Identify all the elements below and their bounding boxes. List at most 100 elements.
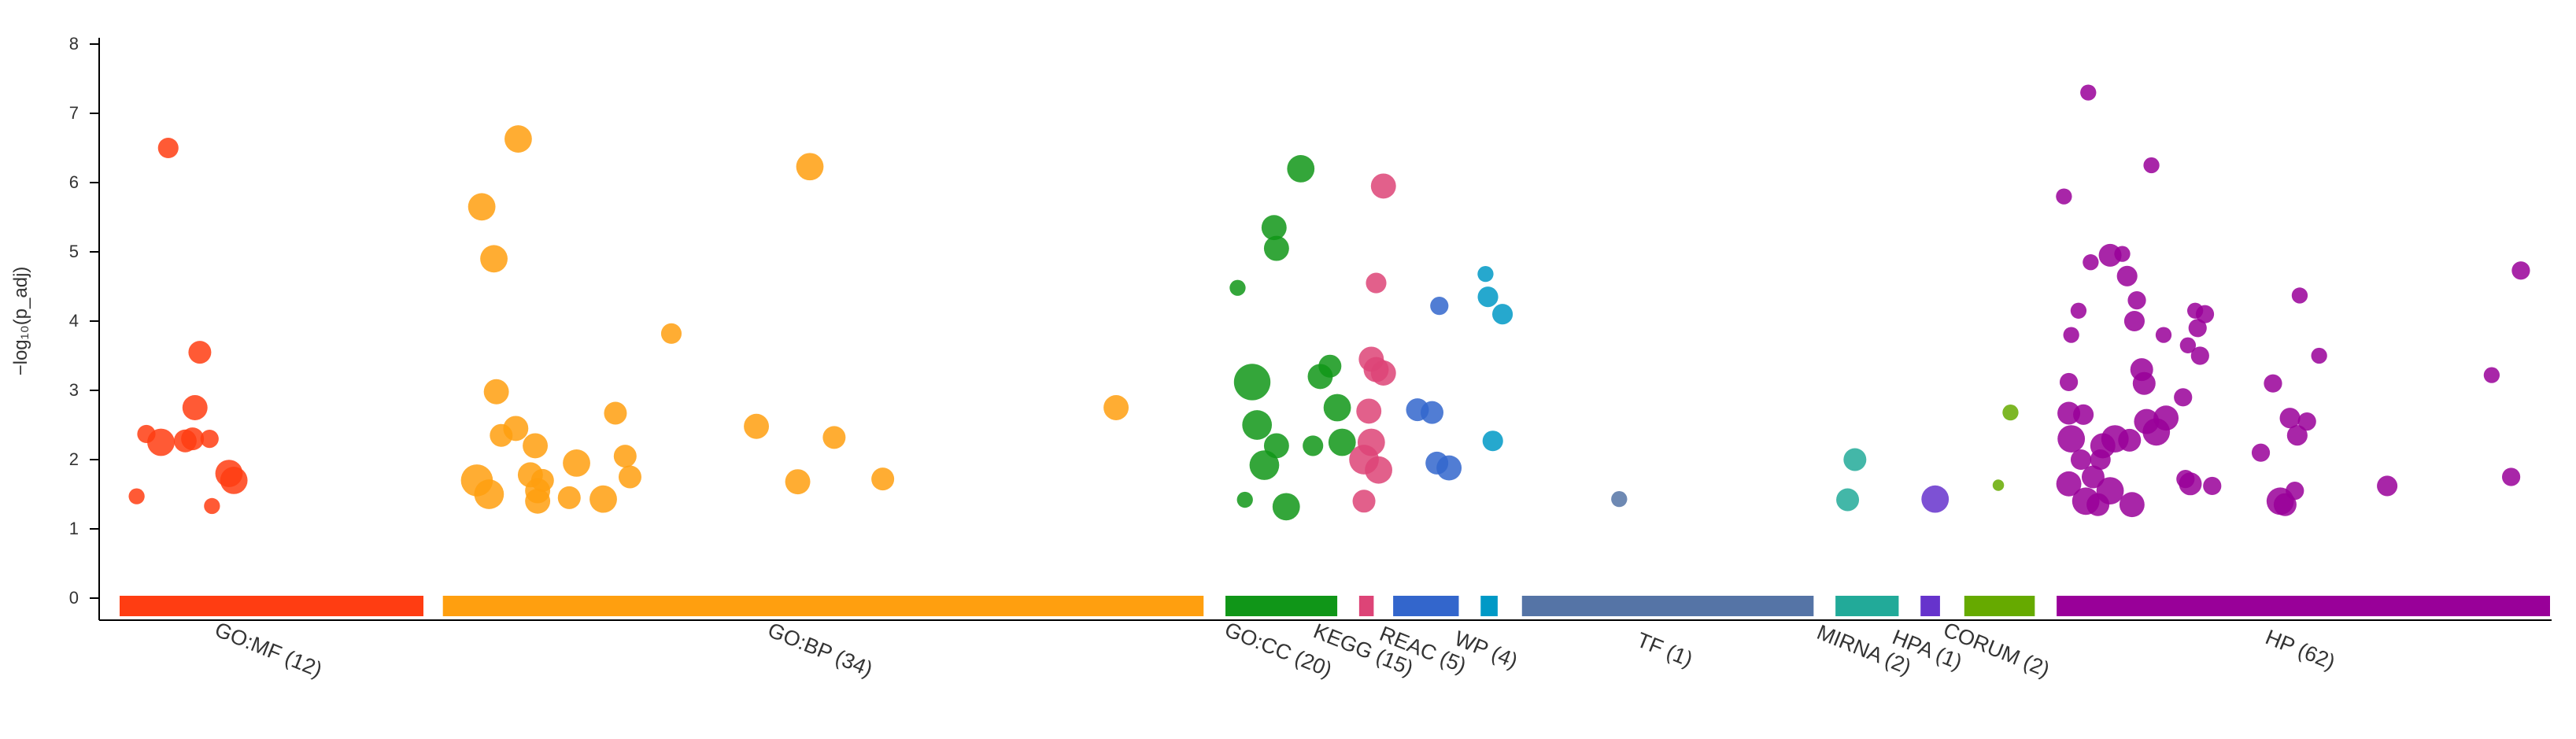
term-point-hp[interactable]	[2264, 374, 2282, 393]
term-point-go-cc[interactable]	[1318, 354, 1342, 378]
term-point-reac[interactable]	[1421, 401, 1444, 424]
term-point-go-bp[interactable]	[744, 413, 770, 439]
term-point-go-mf[interactable]	[157, 137, 179, 159]
source-bar-corum[interactable]	[1964, 596, 2035, 616]
term-point-wp[interactable]	[1477, 286, 1499, 308]
term-point-hp[interactable]	[2123, 310, 2145, 332]
term-point-reac[interactable]	[1430, 297, 1449, 316]
term-point-hp[interactable]	[2127, 291, 2146, 310]
term-point-hp[interactable]	[2118, 428, 2142, 452]
term-point-wp[interactable]	[1482, 430, 1503, 452]
term-point-hp[interactable]	[2286, 425, 2308, 446]
term-point-hp[interactable]	[2081, 465, 2105, 489]
term-point-go-mf[interactable]	[182, 395, 208, 420]
source-bar-wp[interactable]	[1480, 596, 1498, 616]
term-point-go-bp[interactable]	[589, 485, 617, 513]
term-point-go-bp[interactable]	[613, 445, 637, 468]
term-point-go-cc[interactable]	[1287, 155, 1315, 183]
term-point-go-mf[interactable]	[128, 488, 145, 504]
term-point-go-bp[interactable]	[796, 153, 824, 181]
term-point-mirna[interactable]	[1843, 448, 1867, 471]
term-point-mirna[interactable]	[1836, 488, 1860, 512]
term-point-hp[interactable]	[2114, 246, 2131, 262]
source-bar-tf[interactable]	[1521, 596, 1814, 616]
term-point-hp[interactable]	[2083, 254, 2099, 271]
term-point-corum[interactable]	[1992, 479, 2005, 491]
term-point-go-mf[interactable]	[220, 467, 248, 494]
term-point-hp[interactable]	[2311, 347, 2327, 364]
term-point-go-cc[interactable]	[1263, 433, 1289, 459]
term-point-go-bp[interactable]	[503, 416, 529, 442]
term-point-hp[interactable]	[2116, 265, 2138, 286]
term-point-hp[interactable]	[2057, 425, 2086, 453]
term-point-hp[interactable]	[2511, 261, 2530, 280]
term-point-reac[interactable]	[1436, 455, 1462, 481]
term-point-go-cc[interactable]	[1328, 428, 1356, 456]
term-point-hp[interactable]	[2174, 388, 2193, 407]
term-point-go-bp[interactable]	[618, 465, 641, 489]
source-bar-go-cc[interactable]	[1225, 596, 1338, 616]
term-point-go-bp[interactable]	[525, 488, 551, 514]
term-point-hp[interactable]	[2501, 467, 2521, 486]
term-point-go-bp[interactable]	[483, 379, 509, 405]
term-point-hp[interactable]	[2203, 476, 2222, 496]
term-point-hp[interactable]	[2056, 471, 2082, 497]
source-bar-go-bp[interactable]	[442, 596, 1204, 616]
term-point-tf[interactable]	[1611, 491, 1628, 508]
term-point-kegg[interactable]	[1356, 398, 1382, 424]
term-point-go-bp[interactable]	[822, 426, 846, 449]
term-point-go-mf[interactable]	[204, 497, 220, 515]
term-point-kegg[interactable]	[1370, 360, 1396, 386]
term-point-hp[interactable]	[2190, 346, 2209, 365]
term-point-hp[interactable]	[2070, 449, 2092, 471]
term-point-go-mf[interactable]	[200, 430, 219, 449]
term-point-go-cc[interactable]	[1249, 450, 1280, 480]
source-bar-mirna[interactable]	[1835, 596, 1899, 616]
term-point-hp[interactable]	[2179, 337, 2197, 353]
term-point-corum[interactable]	[2002, 405, 2019, 421]
term-point-wp[interactable]	[1477, 266, 1494, 283]
term-point-go-bp[interactable]	[468, 193, 496, 221]
term-point-hp[interactable]	[2070, 302, 2087, 319]
source-bar-kegg[interactable]	[1358, 596, 1374, 616]
term-point-go-mf[interactable]	[181, 427, 205, 451]
term-point-hp[interactable]	[2251, 443, 2271, 462]
term-point-hp[interactable]	[2297, 412, 2316, 431]
term-point-go-cc[interactable]	[1261, 215, 1287, 241]
term-point-go-cc[interactable]	[1272, 493, 1300, 521]
term-point-hp[interactable]	[2073, 404, 2094, 425]
term-point-go-bp[interactable]	[530, 468, 554, 492]
term-point-go-mf[interactable]	[147, 428, 175, 456]
term-point-hp[interactable]	[2056, 188, 2072, 205]
term-point-hp[interactable]	[2483, 367, 2500, 383]
term-point-go-cc[interactable]	[1233, 364, 1271, 401]
term-point-kegg[interactable]	[1370, 173, 1396, 199]
term-point-kegg[interactable]	[1352, 490, 1376, 513]
term-point-go-bp[interactable]	[660, 323, 682, 344]
term-point-hp[interactable]	[2291, 287, 2308, 304]
term-point-hp[interactable]	[2143, 157, 2160, 174]
term-point-go-bp[interactable]	[785, 469, 811, 495]
term-point-go-bp[interactable]	[604, 401, 627, 425]
term-point-hp[interactable]	[2096, 477, 2124, 504]
term-point-go-bp[interactable]	[480, 245, 508, 273]
term-point-go-bp[interactable]	[474, 479, 504, 509]
term-point-go-bp[interactable]	[1103, 395, 1129, 420]
term-point-go-bp[interactable]	[563, 449, 590, 477]
term-point-go-cc[interactable]	[1263, 235, 1289, 261]
term-point-go-bp[interactable]	[871, 467, 895, 491]
term-point-hp[interactable]	[2153, 405, 2179, 431]
source-bar-hpa[interactable]	[1920, 596, 1940, 616]
term-point-hp[interactable]	[2155, 327, 2172, 343]
term-point-hp[interactable]	[2080, 84, 2097, 101]
term-point-wp[interactable]	[1492, 304, 1513, 325]
source-bar-hp[interactable]	[2057, 596, 2550, 616]
term-point-go-cc[interactable]	[1242, 410, 1273, 440]
term-point-kegg[interactable]	[1357, 428, 1385, 456]
term-point-hp[interactable]	[2132, 371, 2156, 395]
term-point-hpa[interactable]	[1921, 485, 1950, 513]
source-bar-go-mf[interactable]	[120, 596, 423, 616]
term-point-go-cc[interactable]	[1303, 435, 1324, 456]
term-point-go-bp[interactable]	[523, 433, 548, 459]
source-bar-reac[interactable]	[1393, 596, 1459, 616]
